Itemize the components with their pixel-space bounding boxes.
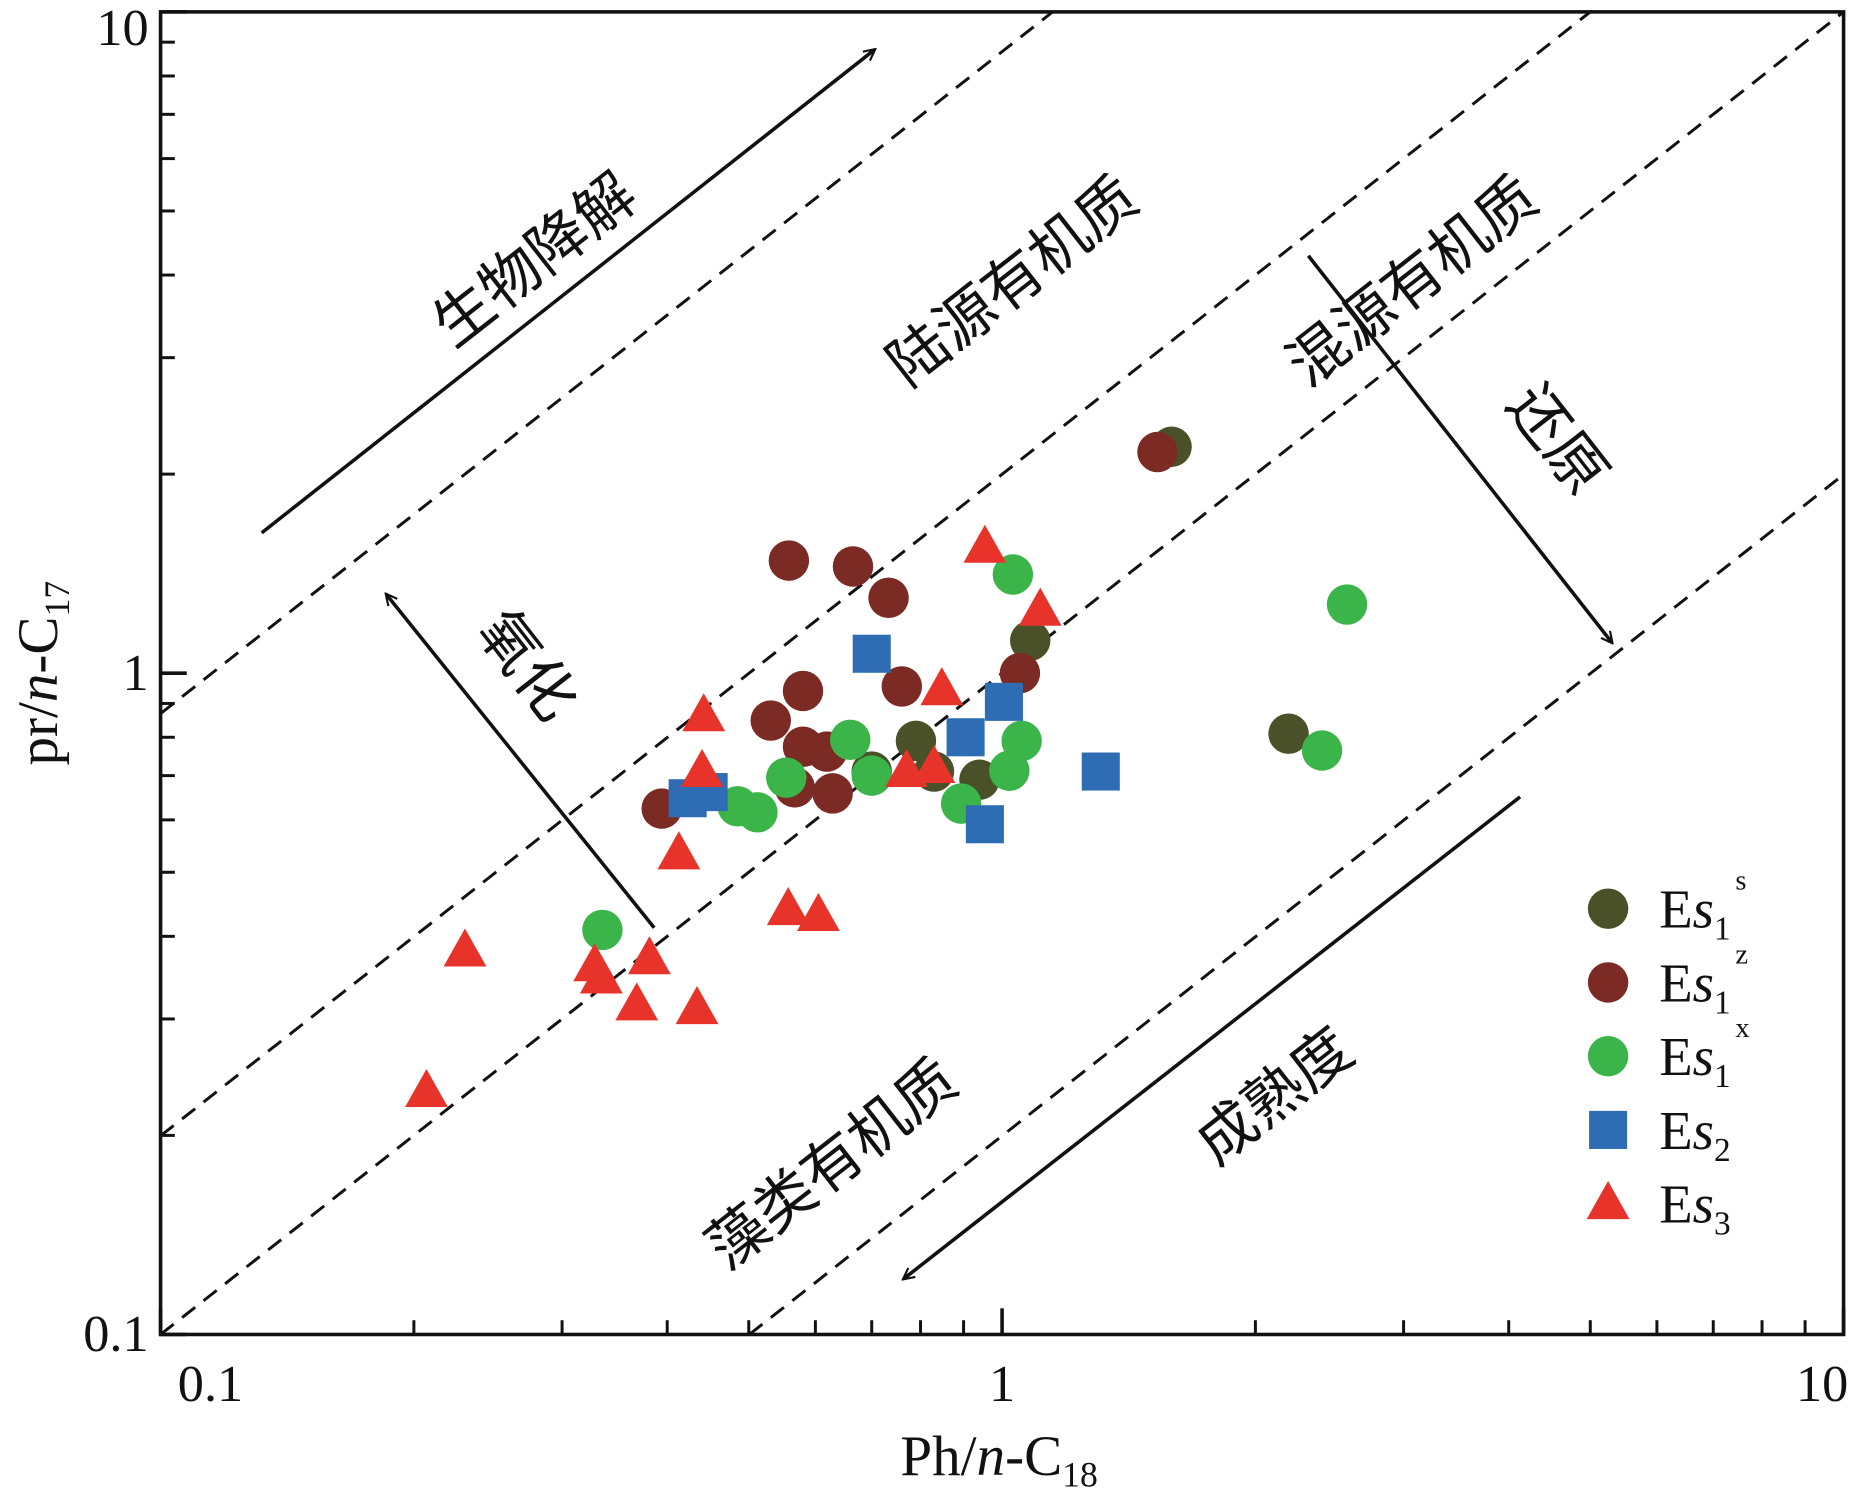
marker-circle — [766, 757, 807, 798]
y-tick-label: 10 — [96, 0, 148, 57]
marker-circle — [750, 700, 791, 741]
legend-marker — [1587, 962, 1629, 1003]
arrow — [1306, 254, 1611, 643]
marker-square — [965, 805, 1004, 844]
x-tick-label: 10 — [1796, 1355, 1848, 1413]
annotation: 生物降解 — [420, 160, 650, 361]
annotation: 混源有机质 — [1275, 163, 1552, 400]
legend-label: Es1x — [1659, 1013, 1749, 1095]
arrows — [260, 50, 1612, 1279]
marker-triangle — [920, 667, 964, 706]
y-axis-label: pr/n-C17 — [7, 581, 77, 766]
marker-square — [984, 682, 1023, 721]
x-tick-label: 0.1 — [178, 1355, 243, 1413]
arrow — [260, 50, 875, 535]
marker-circle — [992, 554, 1034, 595]
legend-marker — [1587, 888, 1629, 929]
y-tick-label: 0.1 — [83, 1305, 148, 1363]
y-tick-label: 1 — [123, 644, 149, 702]
marker-circle — [1301, 730, 1343, 771]
annotation: 藻类有机质 — [694, 1046, 971, 1283]
marker-triangle — [1018, 587, 1062, 626]
guide-line — [748, 473, 1845, 1336]
marker-circle — [768, 540, 810, 581]
legend-label: Es3 — [1659, 1174, 1730, 1243]
marker-triangle — [912, 744, 956, 783]
marker-circle — [832, 546, 874, 587]
marker-triangle — [797, 892, 840, 932]
legend-label: Es1s — [1659, 866, 1746, 948]
marker-triangle — [680, 748, 724, 788]
marker-triangle — [675, 986, 719, 1025]
marker-circle — [868, 577, 909, 619]
annotation: 还原 — [1493, 372, 1621, 508]
marker-circle — [1326, 584, 1368, 625]
x-axis-label: Ph/n-C18 — [900, 1425, 1097, 1491]
marker-circle — [582, 909, 623, 951]
arrow — [904, 795, 1522, 1279]
marker-circle — [1268, 713, 1309, 754]
marker-triangle — [405, 1068, 448, 1108]
marker-triangle — [615, 982, 659, 1021]
marker-circle — [737, 792, 778, 833]
marker-triangle — [579, 955, 623, 994]
marker-circle — [830, 719, 871, 761]
marker-triangle — [963, 524, 1007, 563]
marker-circle — [881, 666, 923, 707]
legend-marker — [1589, 1110, 1628, 1149]
x-tick-label: 1 — [989, 1355, 1015, 1413]
arrow — [387, 595, 656, 929]
marker-triangle — [657, 831, 701, 870]
legend-label: Es2 — [1659, 1100, 1730, 1169]
marker-circle — [782, 670, 824, 712]
marker-circle — [1137, 431, 1178, 473]
guide-line — [159, 10, 1592, 1138]
legend-marker — [1587, 1035, 1629, 1077]
legend-marker — [1586, 1181, 1630, 1220]
marker-square — [946, 718, 985, 757]
marker-circle — [989, 750, 1030, 791]
marker-triangle — [628, 936, 671, 975]
marker-square — [1081, 752, 1120, 791]
marker-triangle — [443, 928, 487, 967]
annotation: 陆源有机质 — [875, 163, 1152, 400]
marker-circle — [851, 755, 892, 796]
guide-line — [159, 10, 1054, 715]
marker-circle — [1009, 620, 1051, 661]
marker-square — [852, 634, 891, 673]
marker-triangle — [766, 887, 810, 926]
marker-circle — [812, 773, 853, 814]
marker-triangle — [682, 693, 726, 732]
legend-label: Es1z — [1659, 939, 1748, 1021]
